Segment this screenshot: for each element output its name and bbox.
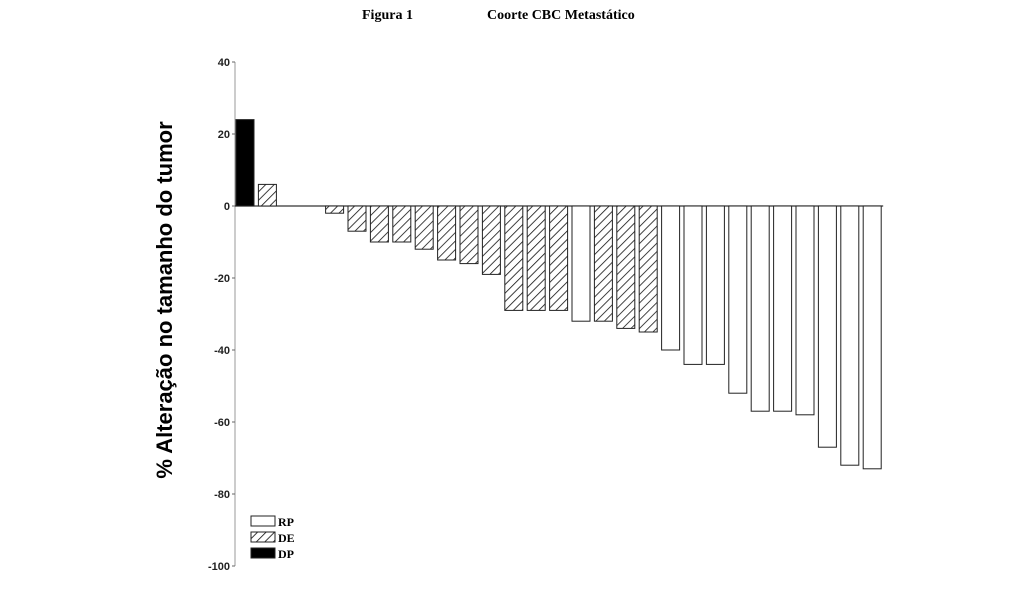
bar-de <box>504 205 524 311</box>
bar-rp <box>705 205 725 365</box>
bar-de <box>392 205 412 243</box>
bar-de <box>369 205 389 243</box>
chart-title: Coorte CBC Metastático <box>487 8 635 23</box>
legend-swatch-rp <box>250 515 276 527</box>
bar-rp <box>661 205 681 351</box>
bar-rp <box>862 205 882 470</box>
bar-rp <box>817 205 837 448</box>
bar-de <box>481 205 501 275</box>
bar-de <box>459 205 479 265</box>
y-axis-label: % Alteração no tamanho do tumor <box>152 121 177 479</box>
legend-label-dp: DP <box>278 547 294 561</box>
bar-de <box>257 183 277 207</box>
legend: RP DE DP <box>250 515 295 561</box>
y-tick-label: 20 <box>218 129 230 141</box>
bar-de <box>325 205 345 214</box>
legend-swatch-de <box>250 531 276 543</box>
y-tick-label: -60 <box>214 417 230 429</box>
y-tick-label: -40 <box>214 345 230 357</box>
legend-label-rp: RP <box>278 515 294 529</box>
y-tick-label: 40 <box>218 57 230 69</box>
bars <box>235 119 882 470</box>
legend-label-de: DE <box>278 531 295 545</box>
y-tick-label: -20 <box>214 273 230 285</box>
bar-de <box>616 205 636 329</box>
bar-de <box>549 205 569 311</box>
bar-rp <box>728 205 748 394</box>
y-tick-label: -80 <box>214 489 230 501</box>
bar-rp <box>840 205 860 466</box>
figure-label: Figura 1 <box>362 8 413 23</box>
bar-rp <box>773 205 793 412</box>
bar-rp <box>750 205 770 412</box>
bar-de <box>414 205 434 250</box>
bar-rp <box>683 205 703 365</box>
bar-rp <box>571 205 591 322</box>
bar-de <box>526 205 546 311</box>
bar-rp <box>795 205 815 416</box>
y-tick-label: 0 <box>224 201 230 213</box>
bar-dp <box>235 119 255 207</box>
bar-de <box>437 205 457 261</box>
y-tick-label: -100 <box>208 561 230 573</box>
bar-de <box>593 205 613 322</box>
bar-de <box>347 205 367 232</box>
legend-swatch-dp <box>250 547 276 559</box>
bar-de <box>638 205 658 333</box>
